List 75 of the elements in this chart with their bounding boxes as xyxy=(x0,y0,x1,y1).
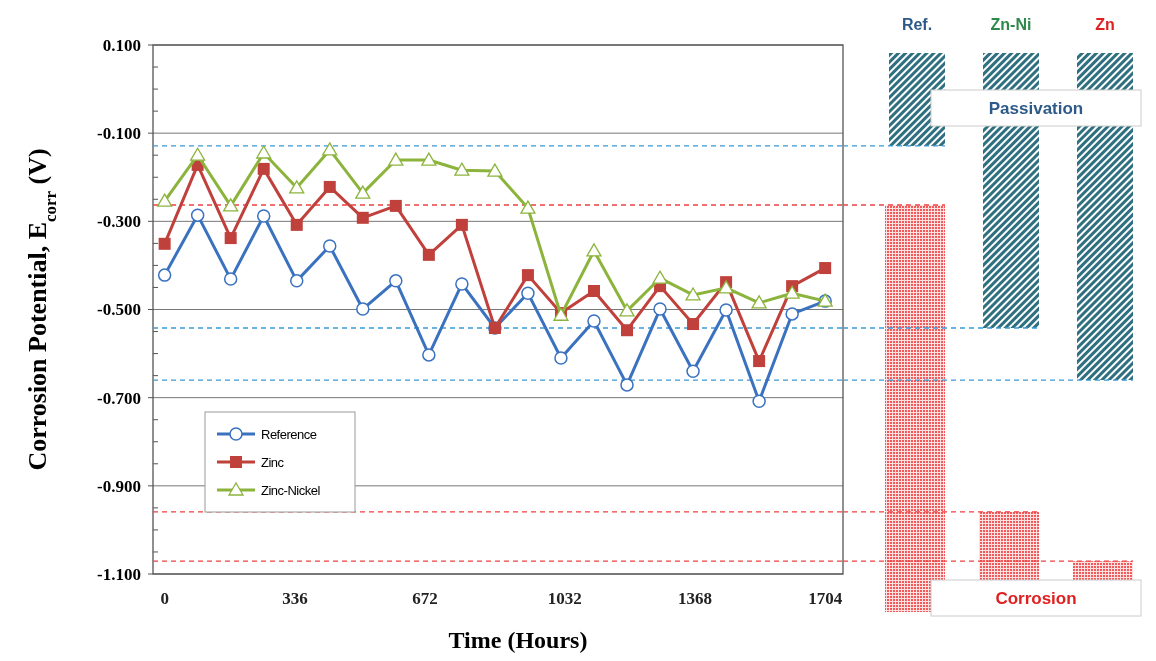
point xyxy=(157,268,172,282)
y-tick-label: -0.300 xyxy=(97,212,141,232)
point xyxy=(421,152,437,166)
text: Zn xyxy=(1095,16,1115,33)
point xyxy=(158,237,171,250)
point xyxy=(621,324,634,337)
point xyxy=(653,302,667,316)
point xyxy=(784,285,800,299)
point xyxy=(454,162,470,176)
point xyxy=(190,147,206,161)
x-tick-label: 1032 xyxy=(547,589,582,608)
x-tick-label: 672 xyxy=(412,589,438,608)
point xyxy=(719,303,733,317)
x-tick-label: 1368 xyxy=(677,589,712,608)
text: Passivation xyxy=(988,98,1084,118)
point xyxy=(521,269,534,282)
point xyxy=(355,185,371,199)
point xyxy=(156,193,173,207)
point xyxy=(686,364,700,378)
point xyxy=(388,152,404,166)
point xyxy=(785,307,799,321)
point xyxy=(422,348,436,362)
point xyxy=(487,163,503,177)
point xyxy=(652,270,668,284)
y-tick-label: -0.500 xyxy=(97,300,141,320)
y-tick-label: 0.100 xyxy=(102,35,141,55)
legend-label: Zinc-Nickel xyxy=(261,482,321,498)
legend-label: Reference xyxy=(261,426,317,442)
point xyxy=(389,274,403,288)
point xyxy=(356,302,370,316)
text: Corrosion xyxy=(995,588,1077,608)
text: Ref. xyxy=(901,16,933,33)
point xyxy=(587,314,601,328)
point xyxy=(619,303,635,317)
point xyxy=(224,232,237,245)
x-tick-label: 336 xyxy=(282,589,308,608)
y-tick-label: -0.700 xyxy=(97,388,141,408)
point xyxy=(289,274,304,288)
x-axis-title: Time (Hours) xyxy=(448,627,588,653)
legend-label: Zinc xyxy=(261,454,285,470)
point xyxy=(256,145,272,159)
point xyxy=(587,284,600,297)
y-tick-label: -1.100 xyxy=(97,564,141,584)
point xyxy=(520,200,536,214)
text: Zn-Ni xyxy=(990,16,1032,33)
point xyxy=(455,218,468,231)
point xyxy=(752,394,766,408)
x-tick-label: 0 xyxy=(160,589,169,608)
point xyxy=(257,162,270,175)
y-tick-label: -0.900 xyxy=(97,476,141,496)
point xyxy=(223,198,239,212)
point xyxy=(323,239,337,253)
x-tick-label: 1704 xyxy=(808,589,843,608)
point xyxy=(455,277,469,291)
point xyxy=(322,142,338,156)
point xyxy=(223,272,238,286)
point xyxy=(356,211,369,224)
point xyxy=(819,262,832,275)
point xyxy=(554,351,568,365)
point xyxy=(289,180,305,194)
point xyxy=(751,295,767,309)
point xyxy=(290,218,303,231)
point xyxy=(685,287,701,301)
point xyxy=(586,243,602,257)
point xyxy=(620,378,634,392)
point xyxy=(190,208,205,222)
y-tick-label: -0.100 xyxy=(97,124,141,144)
point xyxy=(753,355,766,368)
point xyxy=(422,248,435,261)
point xyxy=(687,318,700,331)
point xyxy=(718,280,734,294)
point xyxy=(323,180,336,193)
point xyxy=(389,199,402,212)
point xyxy=(521,286,535,300)
point xyxy=(256,209,271,223)
